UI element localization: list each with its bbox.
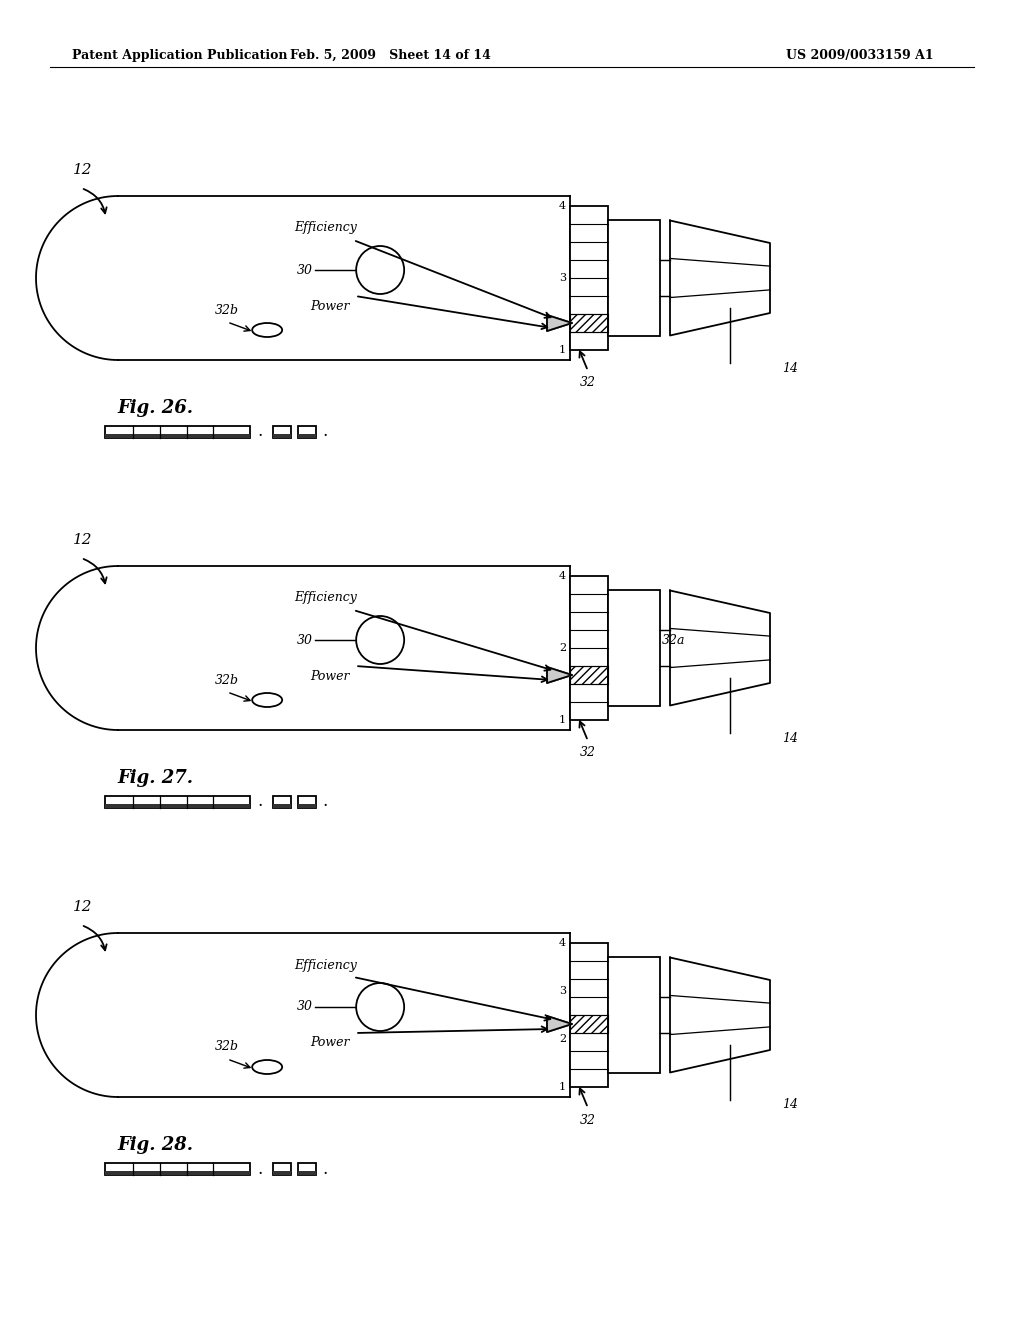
- Text: 14: 14: [782, 731, 798, 744]
- Text: 4: 4: [559, 572, 566, 581]
- Text: 1: 1: [559, 345, 566, 355]
- Text: 32b: 32b: [215, 1040, 240, 1053]
- Text: US 2009/0033159 A1: US 2009/0033159 A1: [786, 49, 934, 62]
- Text: Fig. 27.: Fig. 27.: [117, 770, 193, 787]
- Text: 4: 4: [559, 201, 566, 211]
- Bar: [570, 1015, 608, 1034]
- Bar: [273, 426, 291, 438]
- Text: .: .: [257, 793, 262, 810]
- Text: .: .: [323, 1160, 328, 1177]
- Text: Efficiency: Efficiency: [294, 591, 356, 605]
- Text: 1: 1: [559, 1082, 566, 1092]
- Text: 30: 30: [297, 1001, 313, 1014]
- Text: .: .: [257, 424, 262, 441]
- Circle shape: [356, 246, 404, 294]
- Text: 32: 32: [580, 1114, 596, 1126]
- Text: 30: 30: [297, 264, 313, 276]
- Bar: [570, 667, 608, 684]
- Ellipse shape: [252, 693, 283, 708]
- Text: 3: 3: [559, 273, 566, 282]
- Polygon shape: [547, 315, 572, 331]
- Bar: [273, 796, 291, 808]
- Bar: [105, 1171, 250, 1175]
- Bar: [570, 1015, 608, 1034]
- Text: 12: 12: [73, 162, 92, 177]
- Polygon shape: [547, 667, 572, 682]
- Text: Fig. 26.: Fig. 26.: [117, 399, 193, 417]
- Bar: [105, 796, 250, 808]
- Circle shape: [356, 983, 404, 1031]
- Text: 30: 30: [297, 634, 313, 647]
- Text: .: .: [257, 1160, 262, 1177]
- Bar: [105, 804, 250, 808]
- Text: 12: 12: [73, 900, 92, 913]
- Text: 12: 12: [73, 533, 92, 546]
- Bar: [570, 314, 608, 333]
- Bar: [570, 667, 608, 684]
- Bar: [298, 804, 316, 808]
- Text: 14: 14: [782, 362, 798, 375]
- Bar: [298, 434, 316, 438]
- Bar: [570, 942, 608, 1086]
- Text: Efficiency: Efficiency: [294, 222, 356, 235]
- Text: .: .: [323, 424, 328, 441]
- Circle shape: [356, 616, 404, 664]
- Bar: [570, 576, 608, 719]
- Text: Power: Power: [310, 1036, 350, 1049]
- Ellipse shape: [252, 323, 283, 337]
- Bar: [298, 1163, 316, 1175]
- Text: Power: Power: [310, 300, 350, 313]
- Text: 32: 32: [580, 376, 596, 389]
- Text: 1: 1: [559, 715, 566, 725]
- Text: 14: 14: [782, 1098, 798, 1111]
- Text: .: .: [323, 793, 328, 810]
- Bar: [298, 1171, 316, 1175]
- Text: 4: 4: [559, 939, 566, 948]
- Text: Feb. 5, 2009   Sheet 14 of 14: Feb. 5, 2009 Sheet 14 of 14: [290, 49, 490, 62]
- Polygon shape: [547, 1016, 572, 1032]
- Bar: [608, 957, 660, 1073]
- Bar: [273, 804, 291, 808]
- Text: 3: 3: [559, 986, 566, 997]
- Text: 32b: 32b: [215, 673, 240, 686]
- Bar: [105, 434, 250, 438]
- Text: Power: Power: [310, 669, 350, 682]
- Text: Efficiency: Efficiency: [294, 958, 356, 972]
- Text: Fig. 28.: Fig. 28.: [117, 1137, 193, 1154]
- Text: 32: 32: [580, 747, 596, 759]
- Bar: [273, 1171, 291, 1175]
- Bar: [105, 426, 250, 438]
- Ellipse shape: [252, 1060, 283, 1074]
- Bar: [570, 206, 608, 350]
- Text: Patent Application Publication: Patent Application Publication: [72, 49, 288, 62]
- Bar: [273, 1163, 291, 1175]
- Bar: [298, 426, 316, 438]
- Bar: [608, 220, 660, 337]
- Text: 32b: 32b: [215, 304, 240, 317]
- Text: 2: 2: [559, 1034, 566, 1044]
- Bar: [570, 314, 608, 333]
- Bar: [273, 434, 291, 438]
- Text: 32a: 32a: [662, 634, 685, 647]
- Bar: [608, 590, 660, 706]
- Bar: [105, 1163, 250, 1175]
- Bar: [298, 796, 316, 808]
- Text: 2: 2: [559, 643, 566, 653]
